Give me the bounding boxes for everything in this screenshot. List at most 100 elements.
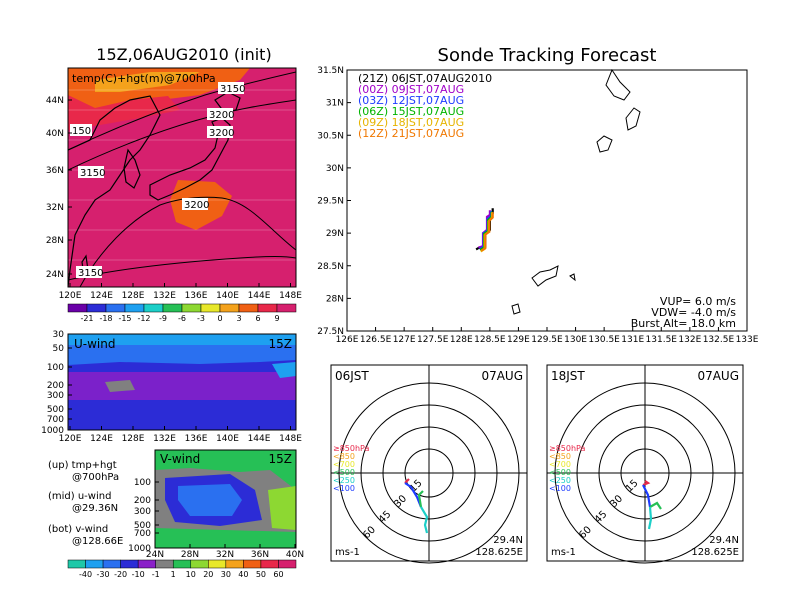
contour-labels: 3150 3200 3200 150 3200 3150 3150	[70, 82, 245, 279]
y-tick-label: 29N	[326, 229, 344, 239]
u-wind-label: U-wind	[74, 337, 115, 351]
pres-tick-label: 700	[47, 415, 64, 425]
colorbar-label: 9	[274, 314, 279, 323]
colorbar-label: -40	[79, 570, 92, 579]
legend-entry: (09Z) 18JST,07AUG	[358, 116, 464, 129]
track-line	[480, 212, 494, 252]
colorbar-label: -12	[137, 314, 150, 323]
hodo-date: 07AUG	[697, 369, 739, 383]
map-fill-yellow	[95, 72, 200, 92]
pres-tick-label: 200	[47, 381, 64, 391]
legend-entry: (06Z) 15JST,07AUG	[358, 105, 464, 118]
pres-tick-label: 100	[134, 478, 151, 488]
right-title: Sonde Tracking Forecast	[438, 45, 657, 66]
hodo-level-label: <100	[549, 484, 571, 493]
sonde-params: VUP= 6.0 m/s VDW= -4.0 m/s Burst Alt= 18…	[631, 295, 737, 330]
colorbar-swatch	[276, 303, 297, 313]
colorbar-label: -21	[80, 314, 93, 323]
svg-text:@700hPa: @700hPa	[72, 472, 119, 483]
hodo-lat: 29.4N	[709, 535, 739, 546]
temp-panel-label: temp(C)+hgt(m)@700hPa	[72, 72, 216, 85]
colorbar-label: 50	[256, 570, 266, 579]
top-lat-ticks: 44N 40N 36N 32N 28N 24N	[46, 96, 72, 280]
island-outline	[511, 303, 521, 315]
x-tick-label: 131.5E	[646, 335, 678, 345]
pres-tick-label: 500	[47, 405, 64, 415]
colorbar-label: -18	[99, 314, 112, 323]
islands	[511, 68, 641, 315]
y-tick-label: 28N	[326, 294, 344, 304]
colorbar-label: -1	[152, 570, 160, 579]
colorbar-label: 20	[203, 570, 213, 579]
temp-height-map: temp(C)+hgt(m)@700hPa 3150 3200 3200 150…	[46, 67, 302, 301]
colorbar-swatch	[124, 303, 145, 313]
svg-text:VDW= -4.0 m/s: VDW= -4.0 m/s	[651, 306, 736, 319]
y-tick-label: 27.5N	[317, 327, 344, 337]
colorbar-swatch	[257, 303, 278, 313]
colorbar-swatch	[238, 303, 259, 313]
pres-tick-label: 300	[134, 507, 151, 517]
hodo-level-label: ≥850hPa	[333, 444, 370, 453]
lat-tick-label: 36N	[46, 166, 64, 176]
hodo-trace	[647, 506, 653, 530]
track-legend: (21Z) 06JST,07AUG2010(00Z) 09JST,07AUG(0…	[358, 72, 492, 140]
hodo-level-label: <700	[333, 460, 355, 469]
x-tick-label: 128E	[450, 335, 473, 345]
pres-tick-label: 500	[134, 521, 151, 531]
hodo-level-label: <250	[333, 476, 355, 485]
hodo-time: 18JST	[551, 369, 585, 383]
svg-text:3150: 3150	[80, 168, 105, 179]
hodo-trace	[649, 501, 662, 510]
x-tick-label: 131E	[621, 335, 644, 345]
contour-3200-a	[68, 99, 296, 171]
track-series	[475, 208, 494, 253]
svg-text:3150: 3150	[78, 268, 103, 279]
hodo-level-label: <850	[549, 452, 571, 461]
pres-tick-label: 200	[134, 496, 151, 506]
lon-tick-label: 144E	[248, 291, 271, 301]
contour-3150-north	[68, 71, 296, 151]
lat-tick-label: 24N	[146, 550, 164, 560]
colorbar-swatch	[172, 559, 192, 569]
hodo-level-label: <500	[549, 468, 571, 477]
colorbar-swatch	[102, 559, 121, 569]
lat-tick-label: 24N	[46, 270, 64, 280]
colorbar-swatch	[181, 303, 202, 313]
x-tick-label: 126E	[336, 335, 359, 345]
colorbar-label: 40	[238, 570, 248, 579]
hodo-level-label: ≥850hPa	[549, 444, 586, 453]
hodo-lon: 128.625E	[691, 547, 739, 558]
svg-text:(bot) v-wind: (bot) v-wind	[48, 524, 108, 535]
colorbar-label: -30	[97, 570, 110, 579]
y-tick-label: 30.5N	[317, 131, 344, 141]
svg-text:150: 150	[72, 126, 91, 137]
lon-tick-label: 132E	[153, 291, 176, 301]
hodo-level-label: <700	[549, 460, 571, 469]
island-outline	[625, 107, 641, 131]
hodo-date: 07AUG	[481, 369, 523, 383]
lat-tick-label: 28N	[181, 550, 199, 560]
colorbar-swatch	[219, 303, 240, 313]
colorbar-swatch	[260, 559, 279, 569]
hodo-unit: ms-1	[551, 547, 576, 558]
x-tick-label: 129E	[507, 335, 530, 345]
pres-tick-label: 300	[47, 391, 64, 401]
top-lon-ticks: 120E 124E 128E 132E 136E 140E 144E 148E	[59, 283, 302, 301]
x-tick-label: 127E	[393, 335, 416, 345]
colorbar-swatch	[86, 303, 107, 313]
colorbar-label: -6	[178, 314, 186, 323]
colorbar-label: 3	[236, 314, 241, 323]
left-title: 15Z,06AUG2010 (init)	[96, 45, 271, 64]
svg-text:3200: 3200	[209, 128, 234, 139]
hodo-trace	[642, 484, 652, 508]
mid-lon-ticks: 120E 124E 128E 132E 136E 140E 144E 148E	[59, 426, 302, 444]
colorbar-label: 1	[171, 570, 176, 579]
pres-tick-label: 50	[53, 344, 65, 354]
colorbar-swatch	[208, 559, 227, 569]
hodo-trace	[404, 478, 410, 484]
y-tick-label: 30N	[326, 164, 344, 174]
colorbar-label: 0	[217, 314, 222, 323]
track-x-ticks: 126E 126.5E 127E 127.5E 128E 128.5E 129E 129.5E…	[336, 335, 759, 345]
